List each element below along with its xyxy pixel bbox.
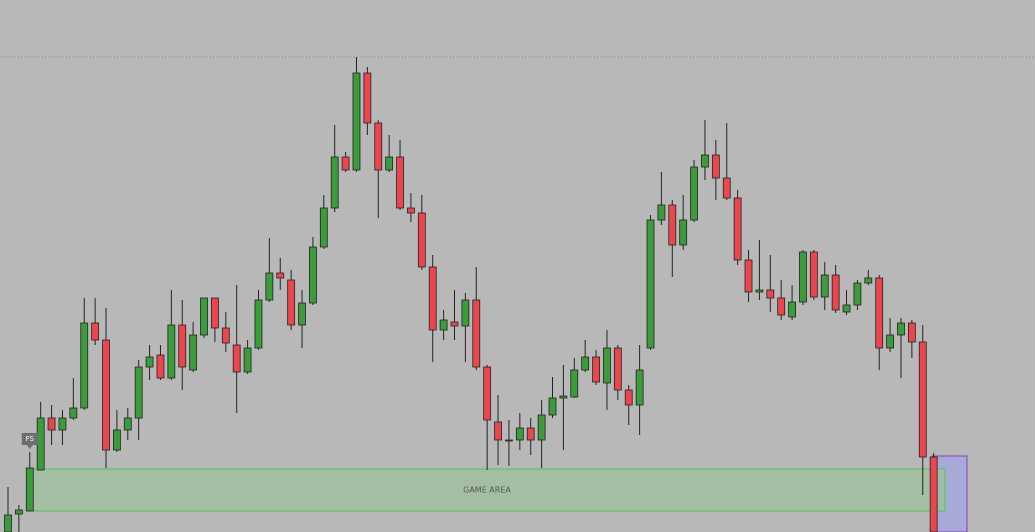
candle-body: [91, 322, 100, 341]
candle-body: [211, 297, 219, 329]
candle-body: [428, 266, 437, 331]
candle-body: [668, 204, 677, 246]
candle-body: [603, 347, 611, 384]
candle-body: [472, 299, 481, 368]
candle-body: [134, 366, 143, 419]
candle-body: [505, 439, 513, 442]
candle-body: [537, 414, 546, 441]
candle-body: [831, 274, 840, 311]
candle-body: [417, 212, 426, 268]
candle-body: [461, 299, 470, 327]
candle-body: [886, 334, 894, 349]
candle-body: [646, 219, 655, 349]
candle-body: [918, 341, 927, 458]
candle-body: [842, 304, 851, 313]
candle-body: [374, 122, 383, 171]
candle-body: [624, 389, 633, 406]
candle-body: [407, 207, 415, 214]
candle-body: [853, 282, 862, 306]
candle-body: [25, 467, 34, 512]
candle-body: [200, 297, 208, 336]
candle-body: [232, 344, 241, 373]
candle-body: [58, 417, 67, 431]
candle-body: [548, 397, 557, 416]
candle-body: [526, 427, 535, 441]
candle-body: [570, 369, 579, 398]
candle-body: [102, 339, 110, 451]
candle-body: [450, 321, 459, 327]
candle-body: [613, 347, 622, 391]
candle-body: [113, 429, 121, 451]
candle-body: [156, 354, 165, 379]
candle-body: [4, 514, 12, 532]
candle-body: [276, 272, 285, 279]
candle-body: [352, 72, 361, 171]
candle-body: [875, 277, 884, 349]
candle-body: [439, 319, 448, 331]
candle-body: [189, 334, 198, 371]
candle-body: [592, 356, 600, 383]
candle-body: [69, 407, 78, 419]
candle-body: [701, 154, 709, 168]
candle-body: [515, 427, 524, 441]
candle-body: [657, 204, 666, 221]
candle-body: [341, 156, 350, 171]
candle-body: [243, 347, 252, 373]
candle-body: [690, 166, 698, 221]
candle-body: [788, 301, 796, 318]
candle-body: [733, 197, 742, 261]
candle-body: [494, 421, 502, 441]
candle-body: [14, 509, 23, 515]
candle-body: [766, 289, 775, 299]
zone: [29, 468, 946, 512]
candle-body: [178, 324, 187, 368]
candle-body: [309, 246, 317, 304]
candle-body: [47, 417, 56, 431]
candle-body: [254, 299, 263, 349]
marker-badge: [21, 433, 38, 449]
candle-body: [711, 154, 720, 179]
candle-body: [287, 279, 296, 326]
candle-body: [298, 302, 306, 326]
candle-body: [221, 327, 230, 344]
candle-body: [167, 324, 176, 379]
candle-body: [319, 207, 328, 248]
candle-body: [929, 456, 938, 532]
candle-body: [330, 156, 339, 209]
candle-body: [679, 219, 688, 246]
candle-body: [755, 289, 764, 293]
candle-body: [145, 356, 154, 368]
candle-body: [385, 156, 394, 171]
candle-body: [483, 366, 492, 421]
candle-body: [363, 72, 372, 124]
candle-body: [907, 322, 916, 343]
candle-body: [559, 395, 568, 399]
candle-body: [265, 272, 274, 301]
candle-body: [897, 322, 905, 336]
candle-body: [809, 251, 818, 298]
candle-body: [744, 259, 753, 293]
candle-body: [80, 322, 89, 409]
marker-label: FS: [26, 435, 35, 443]
zone-label: GAME AREA: [463, 486, 511, 495]
candle-body: [722, 177, 731, 199]
candle-body: [123, 417, 132, 431]
candle-body: [396, 156, 404, 209]
candle-body: [36, 417, 45, 471]
candle-body: [777, 297, 786, 316]
candle-body: [799, 251, 807, 303]
candle-body: [820, 274, 829, 298]
candle-body: [864, 277, 873, 284]
candle-body: [581, 356, 590, 371]
candle-body: [635, 369, 644, 406]
